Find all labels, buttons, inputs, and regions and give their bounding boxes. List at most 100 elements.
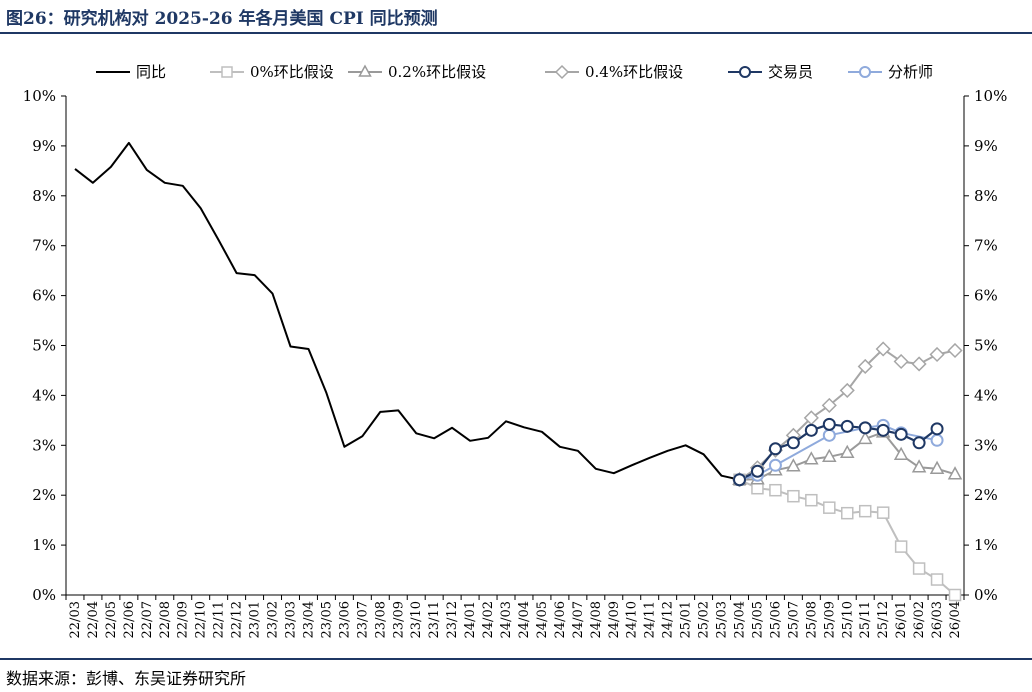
legend-label-3: 0.4%环比假设 [585,63,683,81]
x-tick-label: 26/02 [912,601,927,638]
x-tick-label: 25/05 [750,601,765,638]
legend-marker-1 [221,66,233,78]
x-tick-label: 25/12 [876,601,891,638]
x-tick-label: 24/08 [589,601,604,638]
y-tick-label-right: 9% [974,137,998,155]
x-tick-label: 22/07 [140,601,155,638]
series-point-4 [804,423,818,437]
series-line-1 [739,478,956,596]
x-tick-label: 22/03 [68,601,83,638]
series-point-4 [858,421,872,435]
series-point-4 [750,464,764,478]
series-point-1 [805,493,818,507]
series-point-5 [768,458,782,472]
x-tick-label: 23/12 [445,601,460,638]
series-point-3 [947,342,963,359]
x-tick-label: 23/09 [391,601,406,638]
y-tick-label-left: 1% [32,536,56,554]
cpi-forecast-chart: 0% 0% 1% 1% 2% 2% 3% 3% 4% 4% 5% 5% 6% 6% 7% 7% 8% 8% 9% 9%… [23,63,1008,638]
x-tick-label: 22/08 [158,601,173,638]
x-tick-label: 26/01 [894,601,909,638]
y-tick-label-left: 6% [32,287,56,305]
series-point-3 [821,397,837,413]
y-tick-label-left: 10% [23,87,56,105]
x-tick-label: 25/08 [804,601,819,638]
x-tick-label: 24/02 [481,601,496,638]
series-point-4 [912,436,926,450]
x-tick-label: 22/10 [194,601,209,638]
x-tick-label: 23/07 [355,601,370,638]
series-point-4 [822,417,836,431]
series-point-5 [930,433,944,447]
y-tick-label-left: 2% [32,486,56,504]
series-point-2 [822,448,837,463]
series-point-1 [769,483,782,497]
legend-label-0: 同比 [136,63,166,81]
series-point-2 [804,451,819,465]
y-tick-label-right: 6% [974,287,998,305]
y-tick-label-right: 0% [974,586,998,604]
series-point-3 [857,358,873,375]
source-note: 数据来源：彭博、东吴证券研究所 [6,669,247,688]
x-tick-label: 23/10 [409,601,424,638]
x-tick-label: 22/05 [104,601,119,638]
series-point-2 [947,466,963,480]
series-point-4 [876,423,890,437]
legend-marker-5 [859,66,871,78]
series-point-2 [911,459,927,473]
series-point-3 [839,382,855,398]
x-tick-label: 22/09 [176,601,191,638]
series-point-1 [894,540,908,553]
y-tick-label-right: 1% [974,536,998,554]
series-point-5 [822,428,836,442]
series-point-2 [857,430,873,445]
y-tick-label-right: 4% [974,386,998,404]
x-tick-label: 25/10 [840,601,855,638]
x-tick-label: 23/08 [373,601,388,638]
legend-marker-3 [554,64,570,80]
y-tick-label-right: 3% [974,436,998,454]
chart-axes: 0% 0% 1% 1% 2% 2% 3% 3% 4% 4% 5% 5% 6% 6% 7% 7% 8% 8% 9% 9%… [23,87,1008,638]
x-tick-label: 25/01 [679,601,694,638]
x-tick-label: 22/04 [86,601,101,638]
x-tick-label: 24/12 [661,601,676,638]
x-tick-label: 22/06 [122,601,137,638]
series-point-3 [875,341,891,357]
legend-label-2: 0.2%环比假设 [388,63,486,81]
series-line-0 [74,141,740,481]
series-point-4 [840,419,854,433]
legend-marker-4 [739,66,751,78]
series-point-1 [787,489,800,503]
x-tick-label: 24/03 [499,601,514,638]
legend-label-1: 0%环比假设 [250,63,334,81]
series-point-4 [930,422,944,436]
series-point-4 [894,427,908,441]
y-tick-label-left: 9% [32,137,56,155]
x-tick-label: 24/05 [535,601,550,638]
legend-label-4: 交易员 [768,63,813,81]
y-tick-label-left: 3% [32,436,56,454]
x-tick-label: 23/04 [301,601,316,638]
series-point-1 [930,573,944,586]
x-tick-label: 23/01 [248,601,263,638]
x-tick-label: 25/02 [697,601,712,638]
series-point-4 [733,473,746,487]
legend-label-5: 分析师 [888,63,933,81]
series-point-1 [823,501,836,514]
y-tick-label-left: 0% [32,586,56,604]
x-tick-label: 24/06 [553,601,568,638]
series-point-1 [948,588,962,602]
x-tick-label: 24/04 [517,601,532,638]
series-point-2 [786,458,801,472]
x-tick-label: 24/09 [607,601,622,638]
series-lines [74,141,956,596]
legend-marker-2 [358,64,372,77]
x-tick-label: 23/11 [427,601,442,638]
series-point-1 [876,506,890,519]
series-point-1 [912,562,926,575]
x-tick-label: 25/04 [733,601,748,638]
series-point-3 [911,356,927,372]
x-tick-label: 25/06 [768,601,783,638]
series-point-2 [839,444,855,459]
x-tick-label: 25/09 [822,601,837,638]
